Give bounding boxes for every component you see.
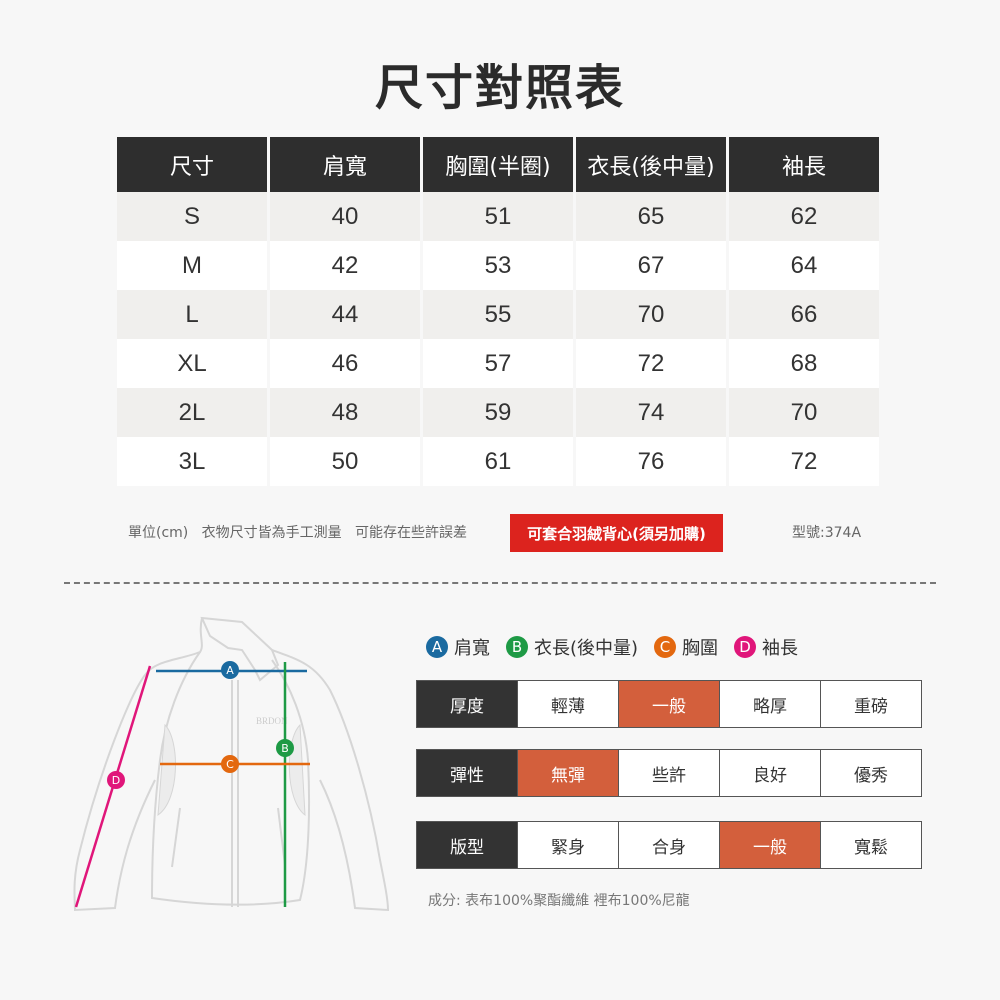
legend-marker: A (426, 636, 448, 658)
legend-label: 肩寬 (454, 638, 490, 659)
fabric-composition: 成分: 表布100%聚酯纖維 裡布100%尼龍 (428, 893, 690, 909)
promo-badge: 可套合羽絨背心(須另加購) (510, 514, 723, 552)
rating-option: 良好 (719, 750, 820, 796)
table-cell: 57 (423, 339, 573, 388)
table-cell: 46 (270, 339, 420, 388)
measure-letter: C (226, 758, 234, 771)
rating-option: 一般 (719, 822, 820, 868)
jacket-outline (73, 616, 390, 912)
rating-option: 重磅 (820, 681, 921, 727)
table-cell: 66 (729, 290, 879, 339)
header-cell: 衣長(後中量) (576, 137, 726, 192)
measure-letter: D (112, 774, 120, 787)
measure-letter: B (281, 742, 289, 755)
measure-marker (221, 755, 239, 773)
rating-option: 無彈 (517, 750, 618, 796)
table-cell: 70 (576, 290, 726, 339)
size-table: 尺寸 肩寬 胸圍(半圈) 衣長(後中量) 袖長 S 40 51 65 62 M 42 53 67… (114, 137, 882, 486)
jacket-logo: BRDON (256, 716, 288, 726)
table-cell: 40 (270, 192, 420, 241)
rating-option: 略厚 (719, 681, 820, 727)
measurement-legend: A 肩寬 B 衣長(後中量) C 胸圍 D 袖長 (426, 634, 814, 660)
table-cell: 64 (729, 241, 879, 290)
table-cell: 50 (270, 437, 420, 486)
measure-marker (221, 661, 239, 679)
legend-label: 胸圍 (682, 638, 719, 659)
rating-label: 版型 (417, 822, 517, 868)
rating-option: 輕薄 (517, 681, 618, 727)
table-row: 3L 50 61 76 72 (117, 437, 879, 486)
table-cell: 72 (729, 437, 879, 486)
page-title: 尺寸對照表 (374, 60, 625, 116)
table-cell: 55 (423, 290, 573, 339)
table-cell: 51 (423, 192, 573, 241)
legend-marker: B (506, 636, 528, 658)
rating-option: 一般 (618, 681, 719, 727)
table-cell: 48 (270, 388, 420, 437)
rating-option: 優秀 (820, 750, 921, 796)
table-cell: 53 (423, 241, 573, 290)
header-cell: 肩寬 (270, 137, 420, 192)
header-cell: 袖長 (729, 137, 879, 192)
table-cell: XL (117, 339, 267, 388)
rating-label: 彈性 (417, 750, 517, 796)
rating-option: 緊身 (517, 822, 618, 868)
rating-row: 厚度 輕薄 一般 略厚 重磅 (416, 680, 922, 728)
legend-label: 袖長 (762, 638, 799, 659)
table-cell: 70 (729, 388, 879, 437)
legend-item: B 衣長(後中量) (506, 634, 638, 660)
legend-item: D 袖長 (734, 634, 798, 660)
table-header-row: 尺寸 肩寬 胸圍(半圈) 衣長(後中量) 袖長 (117, 137, 879, 192)
table-cell: 62 (729, 192, 879, 241)
table-cell: 42 (270, 241, 420, 290)
table-cell: 74 (576, 388, 726, 437)
measurement-note: 單位(cm) 衣物尺寸皆為手工測量 可能存在些許誤差 (128, 525, 467, 541)
header-cell: 胸圍(半圈) (423, 137, 573, 192)
rating-label: 厚度 (417, 681, 517, 727)
table-row: XL 46 57 72 68 (117, 339, 879, 388)
measure-marker (107, 771, 125, 789)
legend-marker: C (654, 636, 677, 658)
table-cell: 76 (576, 437, 726, 486)
table-row: M 42 53 67 64 (117, 241, 879, 290)
legend-item: C 胸圍 (654, 634, 718, 660)
rating-option: 些許 (618, 750, 719, 796)
table-cell: S (117, 192, 267, 241)
table-cell: 65 (576, 192, 726, 241)
table-cell: 61 (423, 437, 573, 486)
table-cell: M (117, 241, 267, 290)
rating-option: 寬鬆 (820, 822, 921, 868)
rating-row: 版型 緊身 合身 一般 寬鬆 (416, 821, 922, 869)
table-cell: 67 (576, 241, 726, 290)
table-cell: L (117, 290, 267, 339)
rating-row: 彈性 無彈 些許 良好 優秀 (416, 749, 922, 797)
table-cell: 68 (729, 339, 879, 388)
table-cell: 3L (117, 437, 267, 486)
measure-marker (276, 739, 294, 757)
table-cell: 59 (423, 388, 573, 437)
table-row: L 44 55 70 66 (117, 290, 879, 339)
divider (64, 582, 936, 584)
rating-option: 合身 (618, 822, 719, 868)
table-cell: 72 (576, 339, 726, 388)
model-number: 型號:374A (792, 525, 862, 541)
table-cell: 2L (117, 388, 267, 437)
measure-letter: A (226, 664, 234, 677)
jacket-diagram: BRDON A B C D (73, 616, 390, 912)
legend-marker: D (734, 636, 757, 658)
legend-label: 衣長(後中量) (534, 638, 639, 659)
legend-item: A 肩寬 (426, 634, 490, 660)
table-row: 2L 48 59 74 70 (117, 388, 879, 437)
header-cell: 尺寸 (117, 137, 267, 192)
table-cell: 44 (270, 290, 420, 339)
table-row: S 40 51 65 62 (117, 192, 879, 241)
